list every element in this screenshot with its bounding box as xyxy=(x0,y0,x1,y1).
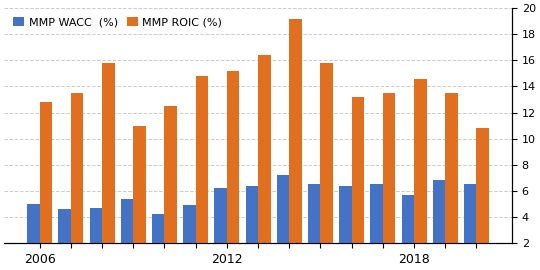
Legend: MMP WACC  (%), MMP ROIC (%): MMP WACC (%), MMP ROIC (%) xyxy=(10,14,225,31)
Bar xyxy=(277,175,289,269)
Bar xyxy=(320,63,333,269)
Bar xyxy=(339,186,352,269)
Bar xyxy=(27,204,40,269)
Bar xyxy=(102,63,114,269)
Bar xyxy=(370,184,383,269)
Bar xyxy=(71,93,83,269)
Bar xyxy=(58,209,71,269)
Bar xyxy=(165,106,177,269)
Bar xyxy=(383,93,395,269)
Bar xyxy=(352,97,364,269)
Bar xyxy=(433,180,446,269)
Bar xyxy=(227,71,239,269)
Bar xyxy=(152,214,165,269)
Bar xyxy=(183,205,195,269)
Bar xyxy=(414,79,427,269)
Bar xyxy=(402,195,414,269)
Bar xyxy=(289,19,302,269)
Bar xyxy=(464,184,476,269)
Bar xyxy=(214,188,227,269)
Bar xyxy=(121,199,133,269)
Bar xyxy=(246,186,258,269)
Bar xyxy=(476,128,489,269)
Bar xyxy=(258,55,271,269)
Bar xyxy=(40,102,52,269)
Bar xyxy=(446,93,458,269)
Bar xyxy=(133,126,146,269)
Bar xyxy=(90,208,102,269)
Bar xyxy=(195,76,208,269)
Bar xyxy=(308,184,320,269)
